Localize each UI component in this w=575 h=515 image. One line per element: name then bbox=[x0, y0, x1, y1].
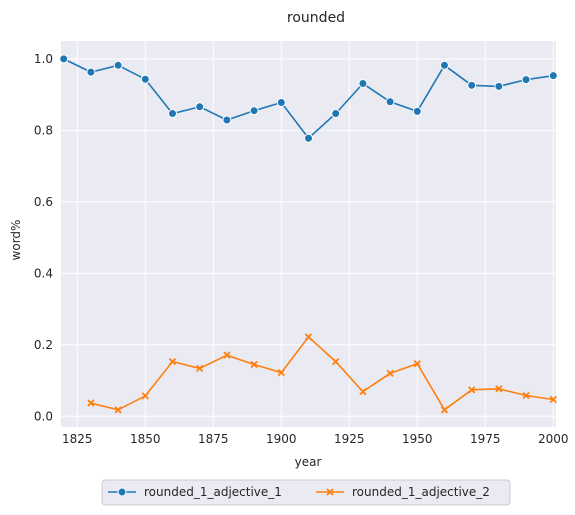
x-tick-label: 1925 bbox=[334, 432, 365, 446]
tick-labels: 1825 1850 1875 1900 1925 1950 1975 2000 0.0 0.2 0.… bbox=[34, 52, 569, 446]
data-point bbox=[386, 369, 394, 378]
data-point bbox=[222, 115, 232, 125]
legend-marker bbox=[326, 488, 334, 496]
y-tick-label: 0.0 bbox=[34, 409, 53, 423]
x-tick-label: 1900 bbox=[266, 432, 297, 446]
x-tick-label: 1875 bbox=[198, 432, 229, 446]
x-tick-label: 1825 bbox=[62, 432, 93, 446]
data-point bbox=[113, 60, 123, 70]
data-point bbox=[249, 106, 259, 116]
data-point bbox=[168, 109, 178, 119]
data-point bbox=[440, 406, 449, 414]
data-point bbox=[196, 364, 204, 373]
y-tick-label: 0.6 bbox=[34, 195, 53, 209]
data-point bbox=[168, 357, 177, 366]
y-tick-label: 1.0 bbox=[34, 52, 53, 66]
data-point bbox=[495, 385, 503, 393]
grid bbox=[61, 41, 556, 427]
data-point bbox=[439, 60, 449, 70]
data-point bbox=[467, 80, 477, 90]
data-point bbox=[413, 360, 421, 368]
chart-title: rounded bbox=[287, 10, 345, 26]
legend-marker bbox=[117, 487, 127, 497]
data-point bbox=[332, 357, 340, 366]
data-point bbox=[86, 67, 96, 77]
data-point bbox=[385, 97, 395, 107]
data-point bbox=[358, 79, 368, 89]
y-axis-label: word% bbox=[9, 220, 23, 261]
data-point bbox=[549, 395, 557, 404]
x-tick-label: 1950 bbox=[402, 432, 433, 446]
data-point bbox=[521, 75, 531, 85]
data-point bbox=[223, 351, 231, 359]
legend-item-1: rounded_1_adjective_1 bbox=[108, 485, 282, 499]
x-tick-label: 1850 bbox=[130, 432, 161, 446]
data-point bbox=[548, 71, 558, 81]
data-point bbox=[114, 406, 122, 414]
y-tick-label: 0.2 bbox=[34, 338, 53, 352]
data-point bbox=[468, 386, 476, 394]
series-line bbox=[90, 335, 554, 411]
series-1 bbox=[59, 54, 558, 143]
series-2 bbox=[87, 333, 557, 414]
data-point bbox=[277, 369, 285, 377]
data-point bbox=[87, 399, 95, 407]
series-group bbox=[59, 54, 558, 414]
legend-label: rounded_1_adjective_1 bbox=[144, 485, 282, 499]
data-point bbox=[304, 333, 313, 341]
data-point bbox=[141, 392, 149, 400]
y-tick-label: 0.8 bbox=[34, 123, 53, 137]
data-point bbox=[412, 106, 422, 116]
legend-label: rounded_1_adjective_2 bbox=[352, 485, 490, 499]
data-point bbox=[494, 81, 504, 91]
data-point bbox=[522, 391, 530, 400]
x-tick-label: 1975 bbox=[470, 432, 501, 446]
data-point bbox=[304, 133, 313, 143]
x-tick-label: 2000 bbox=[538, 432, 569, 446]
plot-area bbox=[61, 41, 556, 427]
y-tick-label: 0.4 bbox=[34, 266, 53, 280]
legend-box bbox=[101, 479, 511, 506]
legend: rounded_1_adjective_1 rounded_1_adjective… bbox=[101, 479, 511, 506]
data-point bbox=[331, 109, 341, 119]
data-point bbox=[250, 360, 258, 369]
data-point bbox=[140, 74, 150, 84]
data-point bbox=[276, 97, 286, 107]
data-point bbox=[195, 102, 205, 112]
data-point bbox=[59, 54, 69, 64]
data-point bbox=[359, 387, 367, 396]
x-axis-label: year bbox=[295, 455, 322, 469]
legend-item-2: rounded_1_adjective_2 bbox=[316, 485, 490, 499]
